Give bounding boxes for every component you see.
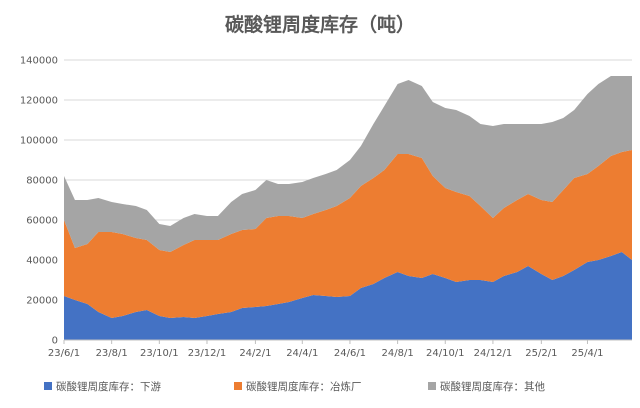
legend-swatch [234, 382, 242, 390]
legend-label: 碳酸锂周度库存：冶炼厂 [246, 380, 362, 393]
legend-label: 碳酸锂周度库存：其他 [440, 380, 545, 393]
y-tick-label: 0 [52, 336, 58, 347]
x-tick-label: 24/2/1 [239, 348, 271, 359]
x-tick-label: 23/6/1 [48, 348, 80, 359]
legend-swatch [428, 382, 436, 390]
x-tick-label: 24/10/1 [426, 348, 465, 359]
series-area-2 [64, 150, 632, 318]
x-tick-label: 23/10/1 [140, 348, 179, 359]
series-area-3 [64, 76, 632, 252]
y-tick-label: 120000 [20, 96, 58, 107]
x-tick-label: 24/8/1 [382, 348, 414, 359]
x-tick-label: 24/12/1 [474, 348, 513, 359]
y-tick-label: 20000 [26, 296, 58, 307]
chart-title: 碳酸锂周度库存（吨） [224, 14, 415, 36]
x-tick-label: 23/12/1 [188, 348, 227, 359]
y-tick-label: 100000 [20, 136, 58, 147]
y-tick-label: 60000 [26, 216, 58, 227]
y-tick-label: 140000 [20, 56, 58, 67]
legend-label: 碳酸锂周度库存：下游 [56, 380, 161, 393]
x-tick-label: 24/6/1 [334, 348, 366, 359]
x-tick-label: 24/4/1 [286, 348, 318, 359]
x-tick-label: 23/8/1 [96, 348, 128, 359]
y-tick-label: 80000 [26, 176, 58, 187]
x-tick-label: 25/2/1 [525, 348, 557, 359]
x-tick-label: 25/4/1 [571, 348, 603, 359]
series-area-1 [64, 252, 632, 340]
legend-swatch [44, 382, 52, 390]
y-tick-label: 40000 [26, 256, 58, 267]
